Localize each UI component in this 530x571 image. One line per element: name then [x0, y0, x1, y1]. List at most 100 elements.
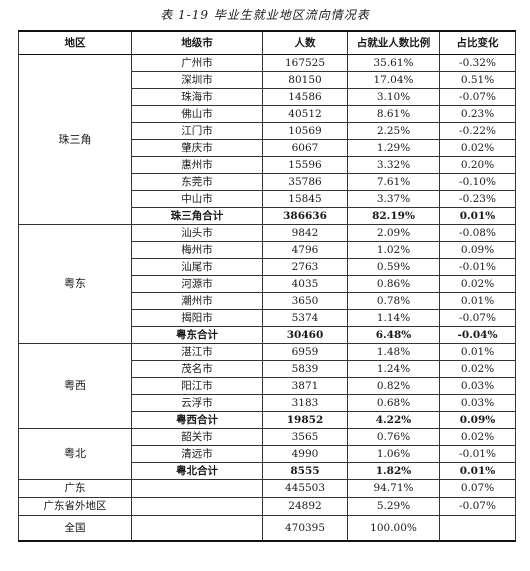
- city-cell: 佛山市: [131, 105, 263, 123]
- ratio-cell: 5.29%: [347, 497, 440, 516]
- change-cell: -0.07%: [439, 309, 516, 327]
- ratio-cell: 94.71%: [347, 479, 440, 498]
- ratio-cell: 100.00%: [347, 515, 440, 542]
- city-cell: 韶关市: [131, 428, 263, 446]
- ratio-cell: 1.24%: [347, 360, 440, 378]
- ratio-cell: 2.09%: [347, 224, 440, 242]
- city-cell: 肇庆市: [131, 139, 263, 157]
- city-cell: 汕尾市: [131, 258, 263, 276]
- ratio-cell: 0.68%: [347, 394, 440, 412]
- ratio-cell: 3.32%: [347, 156, 440, 174]
- change-cell: -0.32%: [439, 54, 516, 72]
- change-cell: 0.03%: [439, 394, 516, 412]
- city-cell: 广州市: [131, 54, 263, 72]
- change-cell: -0.10%: [439, 173, 516, 191]
- table-row: 肇庆市 6067 1.29% 0.02%: [19, 139, 516, 157]
- table-row: 揭阳市 5374 1.14% -0.07%: [19, 309, 516, 327]
- count-cell: 3565: [262, 428, 348, 446]
- employment-region-table: 地区 地级市 人数 占就业人数比例 占比变化 珠三角 广州市 167525 35.61% -0.3…: [18, 30, 516, 542]
- city-cell: 粤西合计: [131, 411, 263, 429]
- count-cell: 15596: [262, 156, 348, 174]
- count-cell: 386636: [262, 207, 348, 225]
- change-cell: -0.08%: [439, 224, 516, 242]
- ratio-cell: 0.78%: [347, 292, 440, 310]
- change-cell: 0.03%: [439, 377, 516, 395]
- count-cell: 80150: [262, 71, 348, 89]
- region-cell: 广东省外地区: [18, 497, 132, 516]
- count-cell: 35786: [262, 173, 348, 191]
- change-cell: 0.02%: [439, 360, 516, 378]
- change-cell: 0.23%: [439, 105, 516, 123]
- city-cell: 河源市: [131, 275, 263, 293]
- count-cell: 5839: [262, 360, 348, 378]
- change-cell: 0.01%: [439, 207, 516, 225]
- count-cell: 4035: [262, 275, 348, 293]
- ratio-cell: 6.48%: [347, 326, 440, 344]
- table-row: 惠州市 15596 3.32% 0.20%: [19, 156, 516, 174]
- count-cell: 5374: [262, 309, 348, 327]
- ratio-cell: 0.76%: [347, 428, 440, 446]
- table-row: 粤东 汕头市 9842 2.09% -0.08%: [18, 224, 516, 344]
- city-cell: 东莞市: [131, 173, 263, 191]
- city-cell: [131, 515, 263, 542]
- region-cell: 粤北: [18, 428, 132, 480]
- change-cell: 0.09%: [439, 411, 516, 429]
- ratio-cell: 7.61%: [347, 173, 440, 191]
- table-row: 江门市 10569 2.25% -0.22%: [19, 122, 516, 140]
- city-cell: 中山市: [131, 190, 263, 208]
- ratio-cell: 35.61%: [347, 54, 440, 72]
- city-cell: 汕头市: [131, 224, 263, 242]
- count-cell: 30460: [262, 326, 348, 344]
- count-cell: 9842: [262, 224, 348, 242]
- header-row: 地区 地级市 人数 占就业人数比例 占比变化: [18, 30, 516, 55]
- ratio-cell: 3.10%: [347, 88, 440, 106]
- count-cell: 6959: [262, 343, 348, 361]
- ratio-cell: 1.06%: [347, 445, 440, 463]
- col-header-change: 占比变化: [439, 30, 516, 55]
- change-cell: 0.20%: [439, 156, 516, 174]
- city-cell: 粤北合计: [131, 462, 263, 480]
- total-row: 全国 470395 100.00%: [18, 515, 516, 542]
- subtotal-row: 粤西合计 19852 4.22% 0.09%: [19, 411, 516, 429]
- city-cell: 深圳市: [131, 71, 263, 89]
- ratio-cell: 17.04%: [347, 71, 440, 89]
- count-cell: 2763: [262, 258, 348, 276]
- ratio-cell: 4.22%: [347, 411, 440, 429]
- ratio-cell: 2.25%: [347, 122, 440, 140]
- change-cell: -0.01%: [439, 258, 516, 276]
- col-header-ratio: 占就业人数比例: [347, 30, 440, 55]
- count-cell: 3183: [262, 394, 348, 412]
- city-cell: 粤东合计: [131, 326, 263, 344]
- col-header-city: 地级市: [131, 30, 263, 55]
- city-cell: 阳江市: [131, 377, 263, 395]
- region-cell: 珠三角: [18, 54, 132, 225]
- change-cell: 0.51%: [439, 71, 516, 89]
- subtotal-row: 粤东合计 30460 6.48% -0.04%: [19, 326, 516, 344]
- change-cell: 0.01%: [439, 292, 516, 310]
- change-cell: 0.01%: [439, 462, 516, 480]
- count-cell: 4990: [262, 445, 348, 463]
- ratio-cell: 1.48%: [347, 343, 440, 361]
- ratio-cell: 0.59%: [347, 258, 440, 276]
- summary-row: 广东省外地区 24892 5.29% -0.07%: [18, 497, 516, 516]
- count-cell: 14586: [262, 88, 348, 106]
- city-cell: [131, 479, 263, 498]
- region-cell: 全国: [18, 515, 132, 542]
- city-cell: 珠海市: [131, 88, 263, 106]
- table-row: 东莞市 35786 7.61% -0.10%: [19, 173, 516, 191]
- ratio-cell: 0.82%: [347, 377, 440, 395]
- table-row: 佛山市 40512 8.61% 0.23%: [19, 105, 516, 123]
- count-cell: 445503: [262, 479, 348, 498]
- table-row: 粤西 湛江市 6959 1.48% 0.01%: [18, 343, 516, 429]
- summary-row: 广东 445503 94.71% 0.07%: [18, 479, 516, 498]
- count-cell: 470395: [262, 515, 348, 542]
- col-header-count: 人数: [262, 30, 348, 55]
- ratio-cell: 3.37%: [347, 190, 440, 208]
- ratio-cell: 8.61%: [347, 105, 440, 123]
- subtotal-row: 珠三角合计 386636 82.19% 0.01%: [19, 207, 516, 225]
- change-cell: 0.02%: [439, 275, 516, 293]
- count-cell: 15845: [262, 190, 348, 208]
- change-cell: -0.07%: [439, 88, 516, 106]
- change-cell: [439, 515, 516, 542]
- count-cell: 167525: [262, 54, 348, 72]
